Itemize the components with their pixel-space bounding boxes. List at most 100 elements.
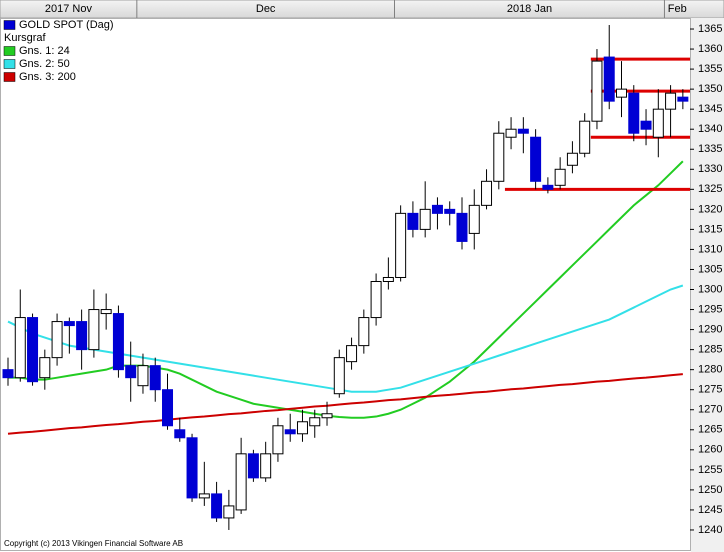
candle-body [591, 60, 603, 122]
candle-body [665, 92, 677, 110]
candle-body [628, 92, 640, 134]
legend-swatch [3, 20, 16, 30]
candle-body [395, 212, 407, 278]
legend-label: GOLD SPOT (Dag) [19, 19, 114, 31]
candle-body [272, 425, 284, 455]
candle-body [321, 413, 333, 419]
candle-body [63, 321, 75, 327]
y-tick-label: 1300 [698, 283, 722, 295]
y-tick-label: 1330 [698, 163, 722, 175]
y-tick-label: 1320 [698, 203, 722, 215]
candle-body [493, 132, 505, 182]
candle-body [579, 120, 591, 154]
y-tick-label: 1295 [698, 303, 722, 315]
y-tick-label: 1340 [698, 123, 722, 135]
candle-body [247, 453, 259, 479]
candle-body [284, 429, 296, 435]
y-tick-label: 1315 [698, 223, 722, 235]
candle-body [370, 280, 382, 319]
y-tick-label: 1260 [698, 444, 722, 456]
candle-body [333, 357, 345, 395]
x-tick-label: Feb [668, 3, 687, 15]
candle-body [530, 136, 542, 182]
candle-body [481, 180, 493, 206]
candle-body [186, 437, 198, 499]
y-tick-label: 1355 [698, 63, 722, 75]
candle-body [616, 88, 627, 98]
x-tick-label: 2017 Nov [45, 3, 93, 15]
candle-body [260, 453, 272, 479]
candle-body [652, 108, 664, 138]
candle-body [431, 204, 443, 214]
candle-body [162, 389, 174, 427]
legend-swatch [3, 59, 16, 69]
candle-body [39, 357, 51, 379]
candle-body [198, 493, 210, 499]
candle-body [14, 317, 26, 379]
candle-body [517, 128, 529, 134]
y-tick-label: 1365 [698, 23, 722, 35]
chart-layer: 1240 1245 1250 1255 1260 1265 1270 1275 1280 1285… [2, 0, 722, 536]
y-tick-label: 1350 [698, 83, 722, 95]
candle-body [358, 317, 370, 347]
candle-body [677, 96, 689, 102]
candle-body [640, 120, 652, 130]
candle-body [235, 453, 247, 511]
y-tick-label: 1305 [698, 263, 722, 275]
legend-swatch [3, 46, 16, 56]
y-tick-label: 1335 [698, 143, 722, 155]
candle-body [125, 365, 137, 379]
value-axis-panel [691, 18, 724, 552]
candle-body [296, 421, 308, 435]
y-tick-label: 1245 [698, 504, 722, 516]
candle-body [27, 317, 39, 383]
plot-area [0, 18, 691, 551]
y-tick-label: 1310 [698, 243, 722, 255]
y-tick-label: 1275 [698, 384, 722, 396]
candle-body [468, 204, 480, 234]
y-tick-label: 1255 [698, 464, 722, 476]
candle-body [88, 309, 100, 351]
y-tick-label: 1285 [698, 344, 722, 356]
legend-label: Gns. 1: 24 [19, 45, 70, 57]
x-tick-label: Dec [256, 3, 276, 15]
legend-label: Gns. 3: 200 [19, 71, 76, 83]
y-tick-label: 1240 [698, 524, 722, 536]
candle-body [309, 417, 321, 427]
y-tick-label: 1290 [698, 323, 722, 335]
candle-body [2, 369, 14, 379]
legend-swatch [3, 72, 16, 82]
candle-body [346, 345, 358, 363]
y-tick-label: 1280 [698, 364, 722, 376]
candle-body [137, 365, 149, 387]
legend-label: Kursgraf [4, 32, 47, 44]
y-tick-label: 1360 [698, 43, 722, 55]
candle-body [407, 212, 419, 230]
candle-body [382, 276, 394, 282]
y-tick-label: 1270 [698, 404, 722, 416]
candle-body [444, 208, 456, 214]
candle-body [223, 505, 235, 519]
y-tick-label: 1250 [698, 484, 722, 496]
legend-label: Gns. 2: 50 [19, 58, 70, 70]
candle-body [174, 429, 186, 439]
date-bar [0, 0, 724, 19]
candle-body [456, 212, 468, 242]
candle-body [51, 321, 63, 359]
candle-body [542, 184, 554, 190]
x-tick-label: 2018 Jan [507, 3, 552, 15]
candle-body [505, 128, 517, 138]
candle-body [419, 208, 431, 230]
candle-body [554, 168, 566, 186]
candle-body [211, 493, 223, 519]
moving-average-line [7, 373, 683, 435]
candle-body [100, 309, 112, 315]
candle-body [603, 56, 615, 102]
candle-body [149, 365, 161, 391]
y-tick-label: 1325 [698, 183, 722, 195]
y-tick-label: 1345 [698, 103, 722, 115]
y-tick-label: 1265 [698, 424, 722, 436]
candle-body [112, 313, 124, 371]
candle-body [76, 321, 88, 351]
